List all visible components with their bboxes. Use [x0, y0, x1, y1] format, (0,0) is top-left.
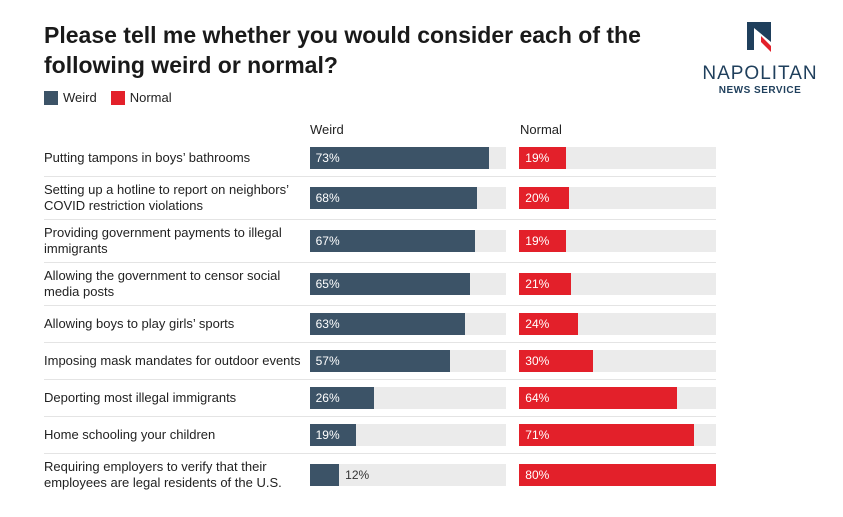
- bar: [519, 350, 594, 372]
- category-label: Putting tampons in boys’ bathrooms: [44, 150, 251, 165]
- value-label: 71%: [525, 428, 550, 442]
- bar-track: 68%: [309, 187, 507, 209]
- value-label: 24%: [525, 317, 550, 331]
- bar: [309, 313, 465, 335]
- bar-track: 67%: [309, 230, 507, 252]
- logo-icon: [747, 22, 771, 52]
- row: Putting tampons in boys’ bathrooms 73% 19%: [44, 140, 716, 177]
- bar: [519, 464, 717, 486]
- bar-track: 71%: [519, 424, 716, 446]
- category-label: Allowing the government to censor social…: [44, 268, 281, 299]
- bar: [309, 147, 490, 169]
- rows: Putting tampons in boys’ bathrooms 73% 19%…: [44, 140, 717, 496]
- bar: [309, 387, 374, 409]
- bar-track: 19%: [519, 230, 716, 252]
- row: Providing government payments to illegal…: [44, 220, 716, 263]
- logo-subtitle: NEWS SERVICE: [718, 85, 802, 96]
- value-label: 26%: [315, 391, 340, 405]
- category-label: Providing government payments to illegal…: [44, 225, 282, 256]
- bar-track: 64%: [519, 387, 716, 409]
- bar-track: 73%: [309, 147, 507, 169]
- value-label: 73%: [315, 151, 340, 165]
- value-label: 80%: [525, 468, 550, 482]
- row: Home schooling your children 19% 71%: [44, 417, 716, 454]
- bar: [519, 387, 677, 409]
- value-label: 30%: [525, 354, 550, 368]
- bar-track: 19%: [309, 424, 507, 446]
- row: Deporting most illegal immigrants 26% 64%: [44, 380, 716, 417]
- value-label: 21%: [525, 277, 550, 291]
- bar: [309, 350, 450, 372]
- bar: [309, 424, 357, 446]
- logo: NAPOLITAN NEWS SERVICE: [690, 20, 830, 96]
- bar-track: 30%: [519, 350, 716, 372]
- bar-track: 19%: [519, 147, 716, 169]
- bar-track: 26%: [309, 387, 507, 409]
- value-label: 65%: [315, 277, 340, 291]
- value-label: 20%: [525, 191, 550, 205]
- row: Allowing boys to play girls’ sports 63% 24…: [44, 306, 716, 343]
- category-label: Deporting most illegal immigrants: [44, 390, 237, 405]
- legend-label: Normal: [129, 90, 172, 105]
- column-header: Normal: [520, 122, 562, 137]
- row: Requiring employers to verify that their…: [44, 454, 717, 496]
- bar: [519, 230, 567, 252]
- legend-swatch: [44, 90, 58, 105]
- value-label: 19%: [315, 428, 340, 442]
- bar-track: 65%: [309, 273, 507, 295]
- value-label: 12%: [345, 468, 370, 482]
- row: Setting up a hotline to report on neighb…: [44, 177, 716, 220]
- value-label: 19%: [525, 151, 550, 165]
- bar: [519, 187, 569, 209]
- bar-track: 80%: [519, 464, 717, 486]
- value-label: 19%: [525, 234, 550, 248]
- bar-track: 63%: [309, 313, 507, 335]
- legend-item: Weird: [44, 90, 97, 105]
- category-label: Allowing boys to play girls’ sports: [44, 316, 235, 331]
- bar: [519, 424, 695, 446]
- value-label: 57%: [315, 354, 340, 368]
- bar: [309, 230, 475, 252]
- bar-track: 12%: [309, 464, 507, 486]
- value-label: 64%: [525, 391, 550, 405]
- column-header: Weird: [310, 122, 344, 137]
- bar: [309, 273, 470, 295]
- bar: [309, 187, 478, 209]
- bar-track: 21%: [519, 273, 716, 295]
- bar: [309, 464, 340, 486]
- bar-track: 20%: [519, 187, 716, 209]
- legend: Weird Normal: [44, 90, 172, 105]
- category-label: Home schooling your children: [44, 427, 216, 442]
- category-label: Setting up a hotline to report on neighb…: [44, 182, 289, 213]
- bar: [519, 273, 571, 295]
- row: Imposing mask mandates for outdoor event…: [44, 343, 716, 380]
- row: Allowing the government to censor social…: [44, 263, 716, 306]
- category-label: Imposing mask mandates for outdoor event…: [44, 353, 301, 368]
- value-label: 63%: [315, 317, 340, 331]
- category-label: Requiring employers to verify that their…: [44, 459, 282, 490]
- legend-item: Normal: [110, 90, 172, 105]
- value-label: 67%: [315, 234, 340, 248]
- bar-track: 24%: [519, 313, 716, 335]
- bar-track: 57%: [309, 350, 507, 372]
- legend-swatch: [110, 90, 125, 105]
- legend-label: Weird: [63, 90, 97, 105]
- logo-name: NAPOLITAN: [702, 63, 818, 84]
- bar: [519, 313, 579, 335]
- bar: [519, 147, 567, 169]
- value-label: 68%: [315, 191, 340, 205]
- chart-title: Please tell me whether you would conside…: [44, 22, 641, 78]
